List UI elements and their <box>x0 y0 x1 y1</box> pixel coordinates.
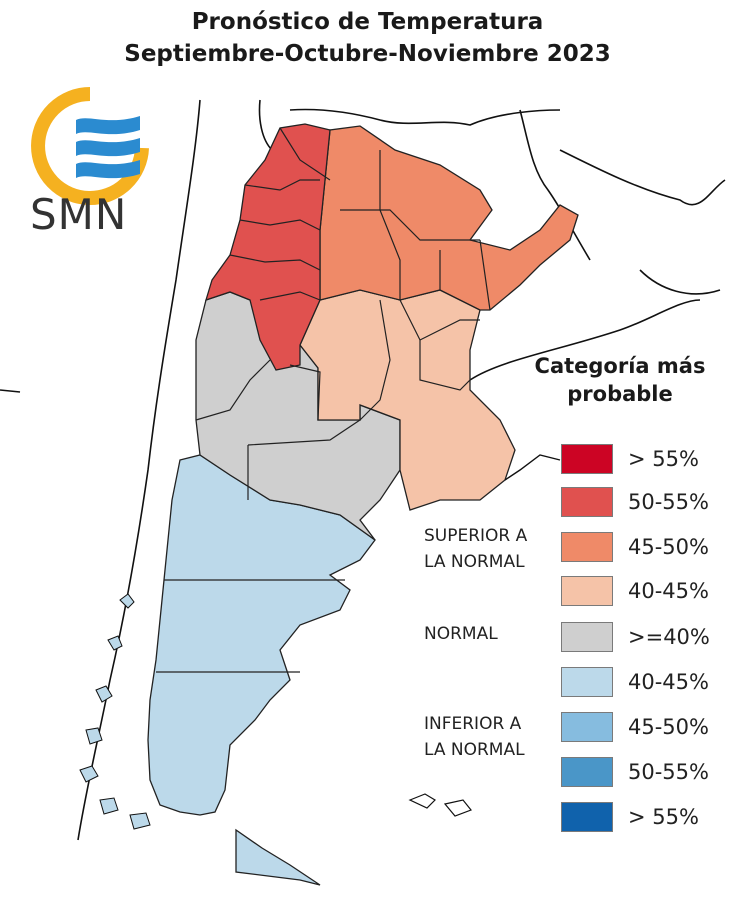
legend-title: Categoría más probable <box>525 352 715 408</box>
logo-ring <box>31 87 149 205</box>
forecast-map <box>0 99 726 886</box>
legend-swatch <box>561 444 613 474</box>
legend-group-inferior-line1: INFERIOR A <box>424 714 522 734</box>
map-title: Pronóstico de Temperatura <box>191 9 544 35</box>
smn-logo <box>31 87 149 205</box>
legend-label: 40-45% <box>628 670 709 694</box>
legend-label: >=40% <box>628 625 710 649</box>
legend-label: 45-50% <box>628 535 709 559</box>
legend-label: 50-55% <box>628 760 709 784</box>
legend-swatch <box>561 622 613 652</box>
legend-label: > 55% <box>628 447 699 471</box>
region-northeast <box>319 125 579 311</box>
legend-group-superior-line2: LA NORMAL <box>424 552 525 572</box>
legend-label: > 55% <box>628 805 699 829</box>
legend-swatch <box>561 667 613 697</box>
legend-group-superior-line1: SUPERIOR A <box>424 526 528 546</box>
legend-swatch <box>561 576 613 606</box>
legend-label: 45-50% <box>628 715 709 739</box>
map-subtitle: Septiembre-Octubre-Noviembre 2023 <box>124 41 611 67</box>
islands-south <box>408 793 472 817</box>
region-tierra-del-fuego <box>235 828 321 886</box>
legend-title-line1: Categoría más <box>534 354 706 378</box>
legend-swatch <box>561 532 613 562</box>
legend-label: 40-45% <box>628 579 709 603</box>
legend-swatch <box>561 757 613 787</box>
legend-swatch <box>561 487 613 517</box>
legend-group-inferior-line2: LA NORMAL <box>424 740 525 760</box>
province-borders <box>156 127 491 673</box>
chile-islands <box>79 593 151 830</box>
legend-group-normal: NORMAL <box>424 624 498 644</box>
smn-logo-text: SMN <box>30 190 128 239</box>
logo-waves <box>76 116 140 179</box>
neighbor-borders <box>0 99 726 841</box>
region-northwest <box>205 123 331 371</box>
legend-swatch <box>561 712 613 742</box>
legend-label: 50-55% <box>628 490 709 514</box>
legend-title-line2: probable <box>567 382 673 406</box>
legend-swatch <box>561 802 613 832</box>
